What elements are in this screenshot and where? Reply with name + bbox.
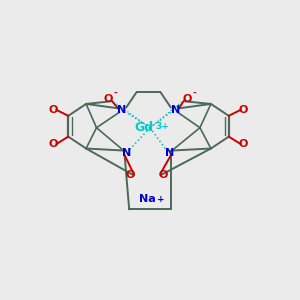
Text: O: O bbox=[126, 170, 135, 180]
Text: O: O bbox=[239, 105, 248, 115]
Text: Na: Na bbox=[139, 194, 155, 204]
Text: 3+: 3+ bbox=[155, 122, 170, 131]
Text: O: O bbox=[49, 139, 58, 149]
Text: O: O bbox=[159, 170, 168, 180]
Text: Gd: Gd bbox=[134, 121, 154, 134]
Text: O: O bbox=[182, 94, 192, 104]
Text: N: N bbox=[165, 148, 174, 158]
Text: -: - bbox=[193, 89, 196, 98]
Text: O: O bbox=[239, 139, 248, 149]
Text: +: + bbox=[158, 194, 165, 203]
Text: O: O bbox=[49, 105, 58, 115]
Text: O: O bbox=[104, 94, 113, 104]
Text: N: N bbox=[122, 148, 131, 158]
Text: N: N bbox=[171, 105, 180, 115]
Text: -: - bbox=[114, 89, 118, 98]
Text: N: N bbox=[117, 105, 126, 115]
